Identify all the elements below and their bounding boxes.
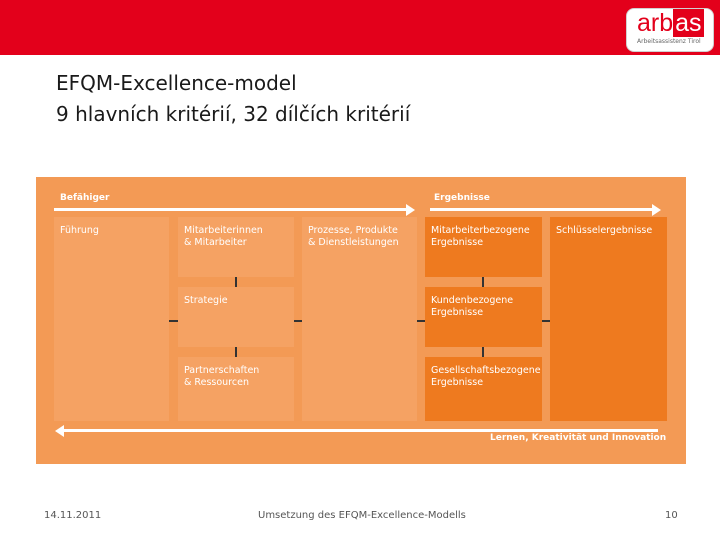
results-arrow-head	[652, 203, 661, 216]
title-line-2: 9 hlavních kritérií, 32 dílčích kritérií	[56, 102, 411, 126]
logo-word-accent: as	[673, 9, 704, 37]
title-line-1: EFQM-Excellence-model	[56, 71, 297, 95]
connector-leadership-strategy	[169, 320, 178, 322]
learning-arrow-head	[55, 424, 64, 437]
box-society-results: Gesellschaftsbezogene Ergebnisse	[425, 357, 542, 421]
box-processes: Prozesse, Produkte & Dienstleistungen	[302, 217, 417, 421]
arbas-logo: arbas Arbeitsassistenz Tirol	[626, 8, 714, 52]
footer-page-number: 10	[665, 510, 678, 521]
footer-caption: Umsetzung des EFQM-Excellence-Modells	[258, 510, 466, 521]
connector-customer-society-results	[482, 347, 484, 357]
box-key-results: Schlüsselergebnisse	[550, 217, 667, 421]
connector-customer-key	[542, 320, 550, 322]
connector-strategy-processes	[294, 320, 302, 322]
header-bar	[0, 0, 720, 55]
connector-people-customer-results	[482, 277, 484, 287]
efqm-model-diagram: Befähiger Ergebnisse Führung Mitarbeiter…	[36, 177, 686, 464]
results-arrow-line	[430, 208, 654, 211]
footer-date: 14.11.2011	[44, 510, 102, 521]
enablers-arrow-line	[54, 208, 408, 211]
logo-wordmark: arbas	[637, 9, 704, 38]
connector-processes-customer	[417, 320, 425, 322]
results-label: Ergebnisse	[434, 193, 490, 203]
box-people-results: Mitarbeiterbezogene Ergebnisse	[425, 217, 542, 277]
box-partnerships: Partnerschaften & Ressourcen	[178, 357, 294, 421]
box-strategy: Strategie	[178, 287, 294, 347]
enablers-arrow-head	[406, 203, 415, 216]
connector-people-strategy	[235, 277, 237, 287]
logo-subtitle: Arbeitsassistenz Tirol	[637, 38, 701, 45]
slide-title: EFQM-Excellence-model 9 hlavních kritéri…	[56, 68, 410, 130]
box-people: Mitarbeiterinnen & Mitarbeiter	[178, 217, 294, 277]
connector-strategy-partnerships	[235, 347, 237, 357]
box-customer-results: Kundenbezogene Ergebnisse	[425, 287, 542, 347]
logo-word-main: arb	[637, 9, 674, 37]
learning-arrow-line	[63, 429, 658, 432]
learning-label: Lernen, Kreativität und Innovation	[490, 433, 667, 443]
enablers-label: Befähiger	[60, 193, 110, 203]
box-leadership: Führung	[54, 217, 169, 421]
